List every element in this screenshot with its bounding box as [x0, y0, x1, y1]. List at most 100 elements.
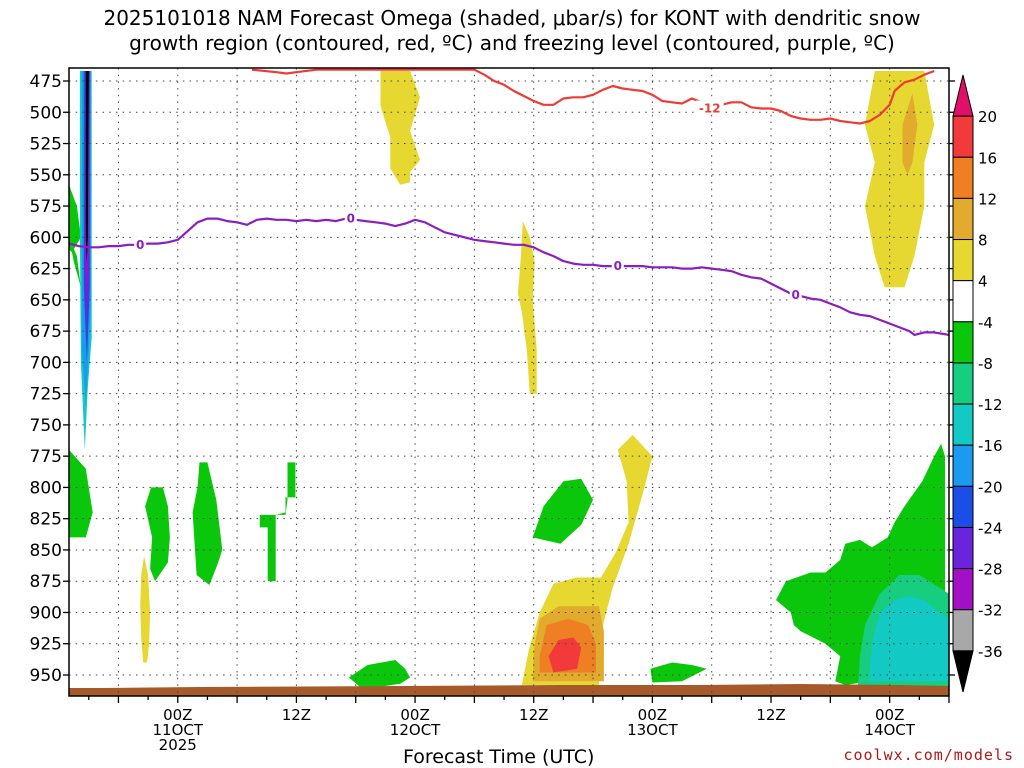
y-tick-label: 500 [30, 103, 62, 123]
y-axis: 475 500 525 550 575 600 625 650 675 700 725 750 775 8… [30, 72, 955, 686]
y-tick-label: 525 [30, 135, 62, 155]
contour-label-background [789, 286, 802, 301]
omega-shaded-regions [69, 71, 949, 688]
y-tick-label: 475 [30, 72, 62, 92]
y-tick-label: 700 [30, 353, 62, 373]
colorbar-bin [952, 156, 974, 199]
y-tick-label: 725 [30, 385, 62, 405]
contour-label-background [611, 258, 624, 273]
contour-label: 0 [614, 259, 622, 273]
colorbar-label: -24 [978, 519, 1003, 537]
omega-region [348, 660, 411, 688]
colorbar-label: -12 [978, 396, 1003, 414]
colorbar-bin [952, 74, 974, 117]
freezing-level-zero-line [69, 217, 949, 336]
colorbar-label: -16 [978, 437, 1003, 455]
y-tick-label: 575 [30, 197, 62, 217]
colorbar-label: -28 [978, 561, 1003, 579]
omega-region [517, 221, 537, 394]
colorbar: 20 16 12 8 4 -4 -8 -12 -16 -20 -24 -28 -32 -36 [952, 74, 1003, 693]
y-tick-label: 850 [30, 541, 62, 561]
y-tick-label: 800 [30, 478, 62, 498]
colorbar-bin [952, 197, 974, 241]
x-axis-title: Forecast Time (UTC) [403, 746, 595, 768]
x-tick-label: 14OCT [864, 721, 915, 739]
omega-region [650, 662, 707, 683]
colorbar-label: 20 [978, 108, 997, 126]
omega-region [532, 478, 593, 544]
grid-lines [69, 68, 949, 696]
contour-lines: -12 0 0 0 0 [69, 68, 949, 336]
x-tick-label: 12Z [756, 706, 785, 724]
y-tick-label: 775 [30, 447, 62, 467]
colorbar-bin [952, 115, 974, 158]
colorbar-bin [952, 239, 974, 282]
colorbar-label: -32 [978, 602, 1003, 620]
colorbar-label: -36 [978, 643, 1003, 661]
contour-label: 0 [792, 288, 800, 302]
x-tick-label: 12Z [519, 706, 548, 724]
colorbar-bin [952, 609, 974, 652]
y-tick-label: 675 [30, 322, 62, 342]
colorbar-bin [952, 650, 974, 693]
terrain-ground-strip [69, 684, 949, 696]
omega-region [380, 71, 420, 185]
site-credit: coolwx.com/models [843, 746, 1014, 764]
omega-region [69, 449, 93, 538]
omega-region [548, 637, 582, 673]
colorbar-bin [952, 444, 974, 487]
y-tick-label: 875 [30, 572, 62, 592]
x-tick-label: 11OCT [152, 721, 203, 739]
y-tick-label: 825 [30, 510, 62, 530]
colorbar-label: 8 [978, 232, 988, 250]
contour-label: -12 [699, 102, 721, 116]
colorbar-bin [952, 526, 974, 570]
y-tick-label: 550 [30, 166, 62, 186]
y-tick-label: 600 [30, 228, 62, 248]
y-tick-label: 650 [30, 291, 62, 311]
omega-region [140, 556, 151, 663]
omega-region [868, 596, 949, 682]
colorbar-label: 4 [978, 273, 988, 291]
omega-region [69, 184, 81, 253]
chart-title: 2025101018 NAM Forecast Omega (shaded, μ… [0, 6, 1024, 56]
x-tick-label: 13OCT [627, 721, 678, 739]
colorbar-bin [952, 280, 974, 323]
y-tick-label: 750 [30, 416, 62, 436]
colorbar-label: -8 [978, 355, 993, 373]
omega-region [259, 462, 296, 582]
colorbar-bin [952, 362, 974, 405]
omega-region [145, 487, 170, 582]
colorbar-label: 16 [978, 149, 997, 167]
y-tick-label: 900 [30, 603, 62, 623]
terrain-ground [69, 684, 949, 696]
colorbar-bin [952, 568, 974, 611]
contour-label-background [344, 210, 357, 225]
x-tick-label: 00Z [638, 706, 667, 724]
y-tick-label: 950 [30, 666, 62, 686]
y-tick-label: 625 [30, 260, 62, 280]
colorbar-bin [952, 403, 974, 446]
omega-region [902, 93, 918, 175]
colorbar-label: -20 [978, 478, 1003, 496]
colorbar-bin [952, 485, 974, 528]
x-tick-label: 12OCT [390, 721, 441, 739]
contour-label: 0 [136, 238, 144, 252]
colorbar-bin [952, 321, 974, 364]
colorbar-label: -4 [978, 314, 993, 332]
title-line-1: 2025101018 NAM Forecast Omega (shaded, μ… [103, 6, 921, 30]
colorbar-label: 12 [978, 190, 997, 208]
omega-region [85, 71, 89, 263]
x-tick-label: 00Z [875, 706, 904, 724]
omega-region [192, 462, 223, 585]
plot-frame [68, 67, 950, 697]
plot-area: -12 0 0 0 0 [69, 68, 949, 696]
x-tick-label: 00Z [400, 706, 429, 724]
contour-label: 0 [347, 212, 355, 226]
x-tick-label: 2025 [159, 736, 197, 754]
x-tick-label: 12Z [282, 706, 311, 724]
x-tick-label: 00Z [163, 706, 192, 724]
contour-label-background [695, 100, 724, 115]
